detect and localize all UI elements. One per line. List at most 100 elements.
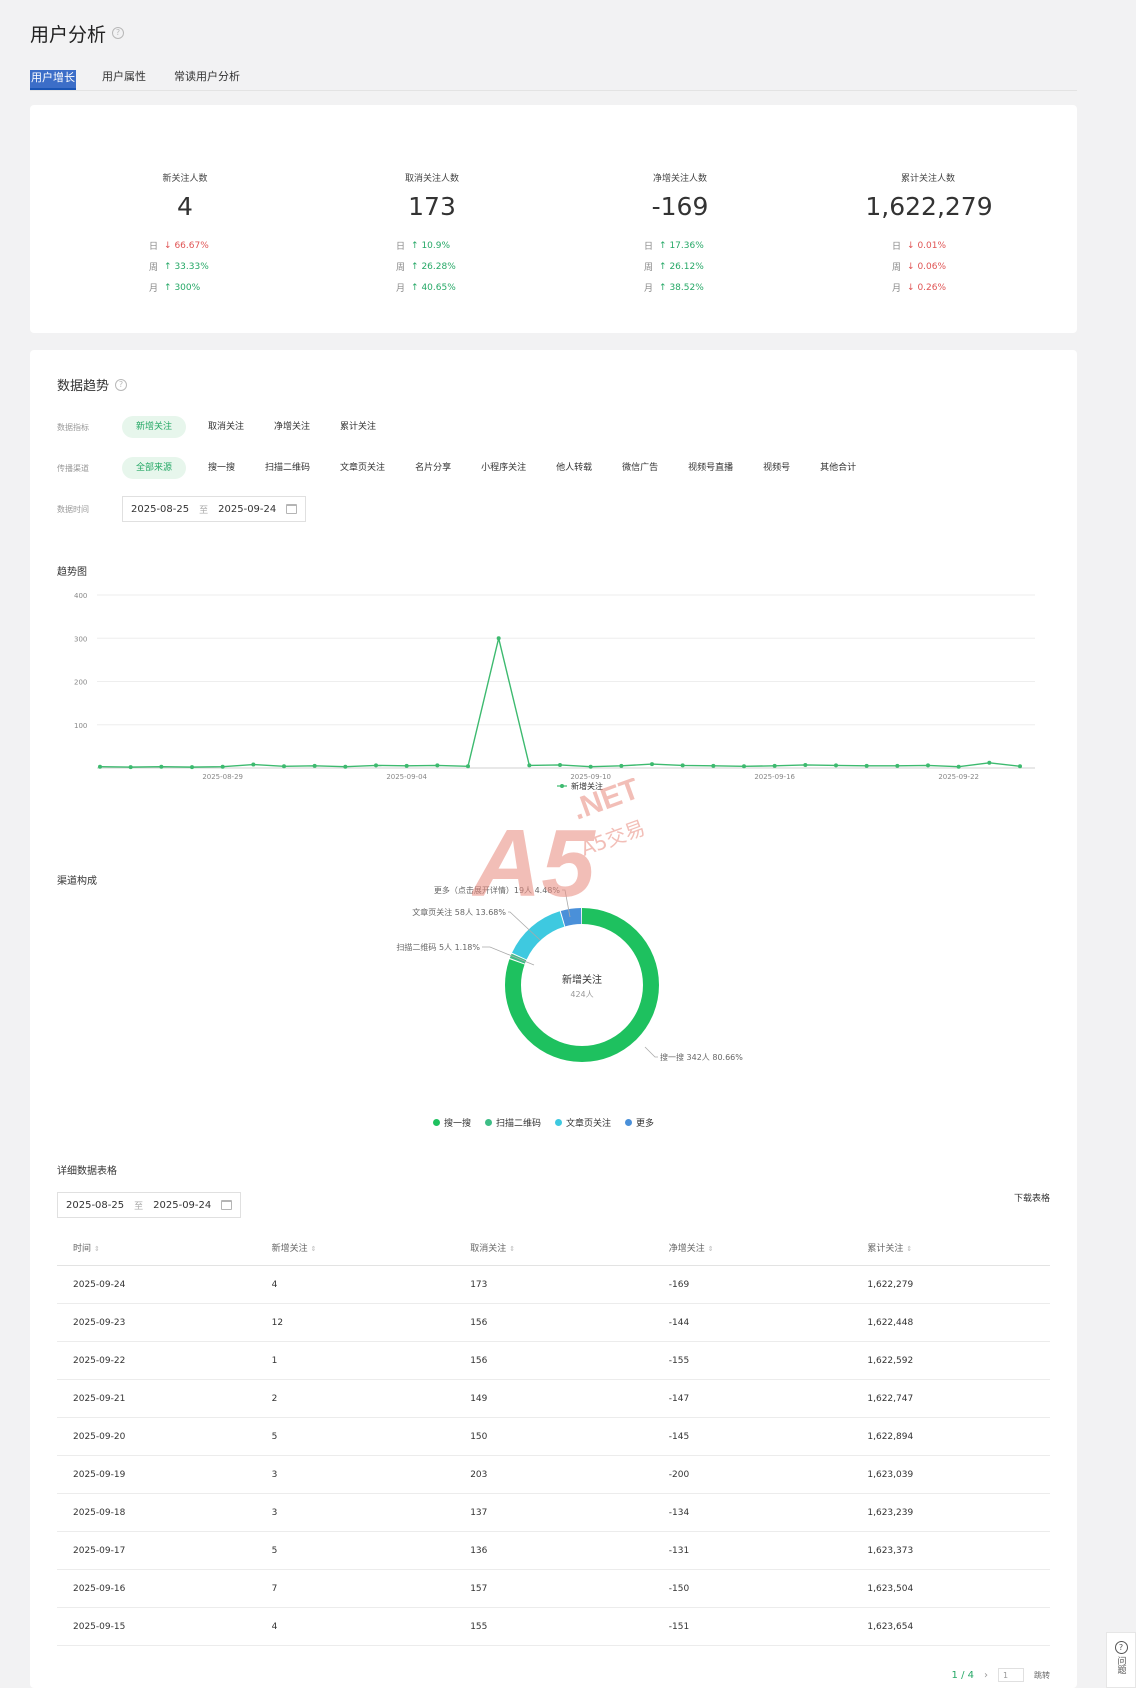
data-point — [466, 764, 470, 769]
data-point — [312, 763, 317, 768]
table-cell: 1,623,504 — [867, 1583, 914, 1594]
channel-miniprogram[interactable]: 小程序关注 — [481, 463, 527, 473]
table-cell: 1,622,747 — [867, 1393, 914, 1404]
metric-total-follow[interactable]: 累计关注 — [340, 422, 377, 432]
channel-search[interactable]: 搜一搜 — [208, 463, 236, 473]
table-cell: 2025-09-21 — [73, 1393, 126, 1404]
table-cell: 150 — [470, 1431, 488, 1442]
slice-label: 搜一搜 342人 80.66% — [660, 1052, 743, 1062]
stat-label: 净增关注人数 — [652, 174, 707, 184]
data-point — [435, 763, 440, 768]
data-point — [803, 762, 808, 767]
float-help-label: 问题 — [1115, 1656, 1126, 1674]
stat-week-row: 周 ↓ 0.06% — [892, 261, 947, 274]
donut-slice — [505, 908, 659, 1062]
slice-label: 更多（点击展开详情）19人 4.48% — [434, 885, 561, 895]
leader-line — [562, 889, 571, 918]
table-cell: 4 — [271, 1621, 278, 1632]
table-cell: 3 — [271, 1469, 278, 1480]
metric-new-follow[interactable]: 新增关注 — [122, 416, 187, 438]
stat-month-row: 月 ↑ 40.65% — [396, 282, 456, 295]
y-tick-label: 100 — [74, 722, 87, 730]
sort-icon: ⇕ — [906, 1245, 913, 1253]
channel-wechat-ad[interactable]: 微信广告 — [622, 463, 659, 473]
jump-button[interactable]: 跳转 — [1034, 1670, 1050, 1680]
col-total-header[interactable]: 累计关注 ⇕ — [867, 1244, 913, 1254]
next-page-icon[interactable]: › — [984, 1669, 988, 1681]
leader-line — [644, 1046, 658, 1058]
stat-value: -169 — [651, 192, 709, 221]
col-time-header[interactable]: 时间 ⇕ — [73, 1244, 100, 1254]
trend-chart-title: 趋势图 — [57, 567, 87, 578]
stat-label: 新关注人数 — [162, 174, 208, 184]
stat-total-follow: 累计关注人数 1,622,279 日 ↓ 0.01% 周 ↓ 0.06% 月 ↓ 0.… — [865, 171, 1078, 298]
data-point — [772, 763, 777, 768]
float-help-button[interactable]: ? 问题 — [1106, 1632, 1136, 1688]
donut-group — [505, 908, 659, 1062]
table-cell: -200 — [668, 1469, 690, 1480]
calendar-icon — [221, 1200, 233, 1210]
filter-label: 数据时间 — [57, 504, 89, 514]
data-point — [895, 763, 900, 768]
download-table-link[interactable]: 下载表格 — [1013, 1194, 1050, 1204]
legend-item[interactable]: 扫描二维码 — [485, 1116, 541, 1129]
table-row: 2025-09-15 4 155 -151 1,623,654 — [57, 1608, 1050, 1646]
table-cell: 3 — [271, 1507, 278, 1518]
channel-qrcode[interactable]: 扫描二维码 — [265, 463, 311, 473]
table-cell: 2025-09-15 — [73, 1621, 126, 1632]
x-tick-label: 2025-09-16 — [754, 773, 795, 781]
col-unfollow-header[interactable]: 取消关注 ⇕ — [470, 1244, 516, 1254]
data-point — [496, 636, 501, 641]
table-cell: -144 — [668, 1317, 690, 1328]
legend-item[interactable]: 搜一搜 — [433, 1116, 471, 1129]
channel-other[interactable]: 其他合计 — [820, 463, 857, 473]
legend-item[interactable]: 文章页关注 — [555, 1116, 611, 1129]
data-point — [98, 764, 102, 769]
channel-video[interactable]: 视频号 — [763, 463, 791, 473]
metric-filter: 数据指标 新增关注 取消关注 净增关注 累计关注 — [57, 416, 406, 438]
date-range-picker[interactable]: 2025-08-25 至 2025-09-24 — [122, 496, 307, 522]
channel-article[interactable]: 文章页关注 — [340, 463, 386, 473]
col-net-header[interactable]: 净增关注 ⇕ — [668, 1244, 714, 1254]
table-row: 2025-09-21 2 149 -147 1,622,747 — [57, 1380, 1050, 1418]
table-cell: -134 — [668, 1507, 690, 1518]
page-input[interactable]: 1 — [998, 1668, 1024, 1682]
legend-label: 新增关注 — [571, 781, 603, 791]
tab-user-growth[interactable]: 用户增长 — [30, 70, 76, 90]
page-title-text: 用户分析 — [30, 23, 107, 46]
stat-month-row: 月 ↓ 0.26% — [892, 282, 947, 295]
help-icon[interactable]: ? — [115, 378, 128, 391]
page-header: 用户分析 ? 用户增长 用户属性 常读用户分析 — [30, 18, 1077, 91]
table-date-range-picker[interactable]: 2025-08-25 至 2025-09-24 — [57, 1192, 242, 1218]
table-cell: 2025-09-18 — [73, 1507, 126, 1518]
stat-day-row: 日 ↑ 10.9% — [396, 240, 451, 253]
stat-new-follow: 新关注人数 4 日 ↓ 66.67% 周 ↑ 33.33% 月 ↑ 300% — [135, 171, 335, 298]
table-row: 2025-09-23 12 156 -144 1,622,448 — [57, 1304, 1050, 1342]
donut-center-sub: 424人 — [570, 990, 593, 999]
stat-week-row: 周 ↑ 33.33% — [149, 261, 209, 274]
table-cell: 137 — [470, 1507, 488, 1518]
series-line — [99, 638, 1021, 768]
channel-card-share[interactable]: 名片分享 — [415, 463, 452, 473]
data-point — [128, 765, 133, 770]
table-row: 2025-09-24 4 173 -169 1,622,279 — [57, 1266, 1050, 1304]
table-cell: 136 — [470, 1545, 488, 1556]
stat-label: 累计关注人数 — [900, 174, 955, 184]
trend-card: 数据趋势 ? 数据指标 新增关注 取消关注 净增关注 累计关注 传播渠道 全部来… — [30, 350, 1077, 1688]
col-new-header[interactable]: 新增关注 ⇕ — [271, 1244, 317, 1254]
channel-filter: 传播渠道 全部来源 搜一搜 扫描二维码 文章页关注 名片分享 小程序关注 他人转… — [57, 457, 886, 479]
table-cell: -150 — [668, 1583, 690, 1594]
table-cell: -155 — [668, 1355, 690, 1366]
channel-repost[interactable]: 他人转载 — [556, 463, 593, 473]
tab-user-attributes[interactable]: 用户属性 — [102, 70, 146, 83]
tab-frequent-readers[interactable]: 常读用户分析 — [174, 70, 240, 83]
metric-net-follow[interactable]: 净增关注 — [274, 422, 311, 432]
channel-live[interactable]: 视频号直播 — [688, 463, 734, 473]
channel-all[interactable]: 全部来源 — [122, 457, 187, 479]
legend-item[interactable]: 更多 — [625, 1116, 654, 1129]
y-tick-label: 200 — [74, 679, 87, 687]
metric-unfollow[interactable]: 取消关注 — [208, 422, 245, 432]
data-point — [650, 762, 654, 767]
help-icon[interactable]: ? — [112, 27, 125, 39]
